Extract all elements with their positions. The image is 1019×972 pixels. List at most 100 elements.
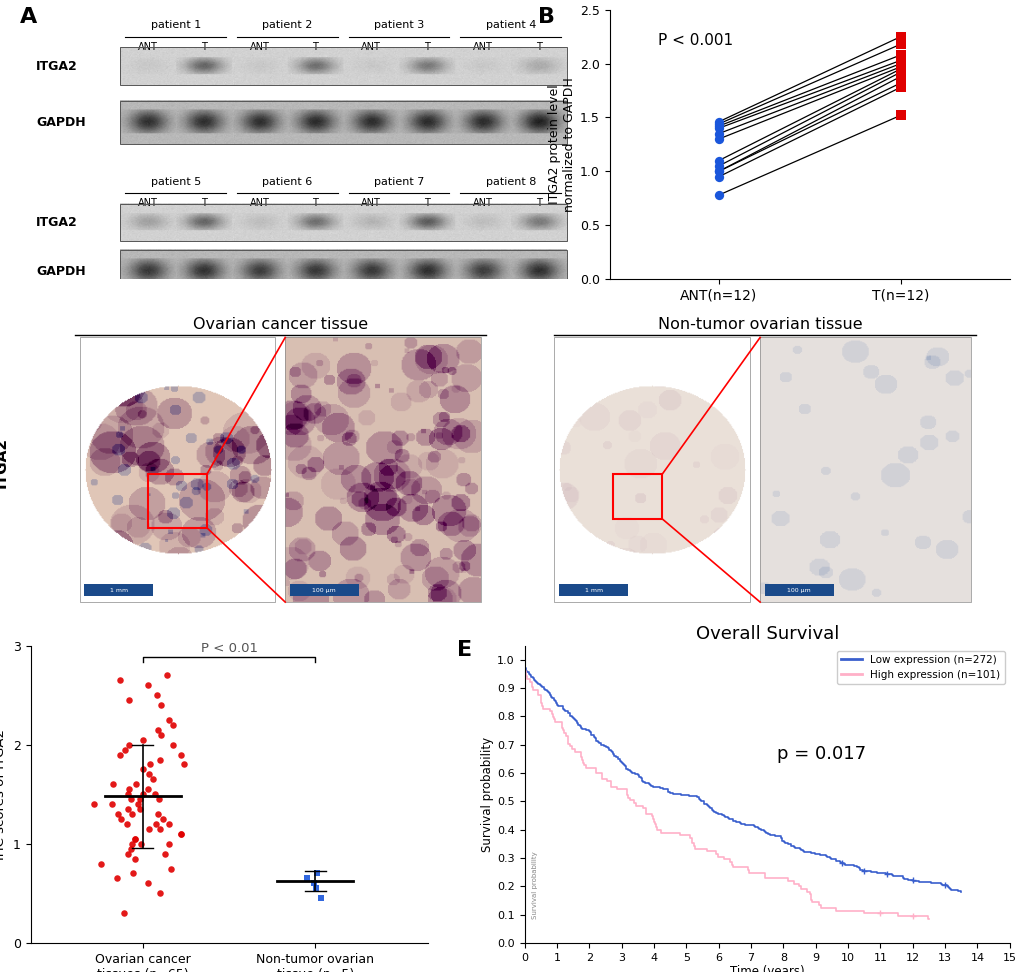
Text: T: T [424,198,430,208]
Text: ANT: ANT [138,198,158,208]
Point [892,55,908,71]
Point [132,801,149,816]
Text: P < 0.01: P < 0.01 [201,642,258,655]
Point [313,890,329,906]
Point [119,801,136,816]
Point [153,697,169,712]
Point [163,861,179,877]
Text: Ovarian cancer tissue: Ovarian cancer tissue [193,317,368,331]
Point [892,64,908,80]
Bar [612,474,661,519]
Point [710,114,727,129]
Text: GAPDH: GAPDH [36,264,86,278]
Point [892,48,908,63]
Point [131,791,148,807]
Text: B: B [537,7,554,27]
Bar [554,337,750,602]
Text: patient 5: patient 5 [151,177,201,187]
Point [160,712,176,728]
Point [112,746,128,762]
Text: ANT: ANT [473,198,492,208]
Text: T: T [201,198,207,208]
Point [172,826,189,842]
Point [155,812,171,827]
Point [142,756,158,772]
Point [710,163,727,179]
Text: 1 mm: 1 mm [110,588,127,593]
Point [309,866,325,882]
Text: T: T [424,42,430,52]
Point [140,781,156,797]
Point [156,846,172,861]
Y-axis label: Survival probability: Survival probability [481,737,494,851]
Bar [289,584,359,596]
Text: ITGA2: ITGA2 [36,216,77,229]
Point [710,188,727,203]
Text: ANT: ANT [250,42,269,52]
Text: ANT: ANT [361,42,381,52]
Point [306,876,322,891]
Point [892,108,908,123]
Text: patient 2: patient 2 [262,20,312,30]
Point [152,885,168,901]
Point [710,119,727,134]
Point [110,806,126,821]
Point [124,866,141,882]
Point [112,673,128,688]
Point [892,69,908,85]
Point [150,722,166,738]
Text: ANT: ANT [138,42,158,52]
Text: patient 7: patient 7 [374,177,424,187]
Point [142,821,158,837]
Text: ANT: ANT [473,42,492,52]
Text: Survival probability: Survival probability [531,851,537,920]
Text: patient 4: patient 4 [485,20,535,30]
Point [160,836,176,851]
Point [710,126,727,142]
Point [127,777,144,792]
Point [126,831,143,847]
Point [892,59,908,75]
Point [173,746,190,762]
Point [116,905,132,920]
X-axis label: Time (years): Time (years) [730,965,804,972]
Point [150,806,166,821]
Point [93,855,109,871]
Point [710,169,727,185]
Point [120,781,137,797]
Point [130,796,147,812]
Bar [120,250,566,293]
Text: patient 3: patient 3 [374,20,424,30]
Text: A: A [19,7,37,27]
Text: P < 0.001: P < 0.001 [657,33,732,48]
Text: E: E [457,640,472,660]
Bar [120,48,566,86]
Text: patient 8: patient 8 [485,177,535,187]
Bar [120,101,566,145]
Bar [85,584,153,596]
Point [123,841,140,856]
Point [172,826,189,842]
Point [892,52,908,68]
Point [127,850,144,866]
Point [120,737,137,752]
Point [710,163,727,179]
Bar [558,584,628,596]
Point [159,668,175,683]
Point [132,836,149,851]
Text: GAPDH: GAPDH [36,117,86,129]
Point [123,836,140,851]
Text: patient 1: patient 1 [151,20,201,30]
Bar [120,204,566,241]
Point [710,158,727,174]
Text: ITGA2: ITGA2 [0,436,9,488]
Bar [764,584,833,596]
Point [121,692,138,708]
Y-axis label: ITGA2 protein level
normalized to GAPDH: ITGA2 protein level normalized to GAPDH [547,77,575,212]
Text: T: T [312,42,318,52]
Text: 100 μm: 100 μm [312,588,336,593]
Bar [148,474,207,528]
Point [299,871,315,886]
Bar [285,337,481,602]
Point [116,742,132,757]
